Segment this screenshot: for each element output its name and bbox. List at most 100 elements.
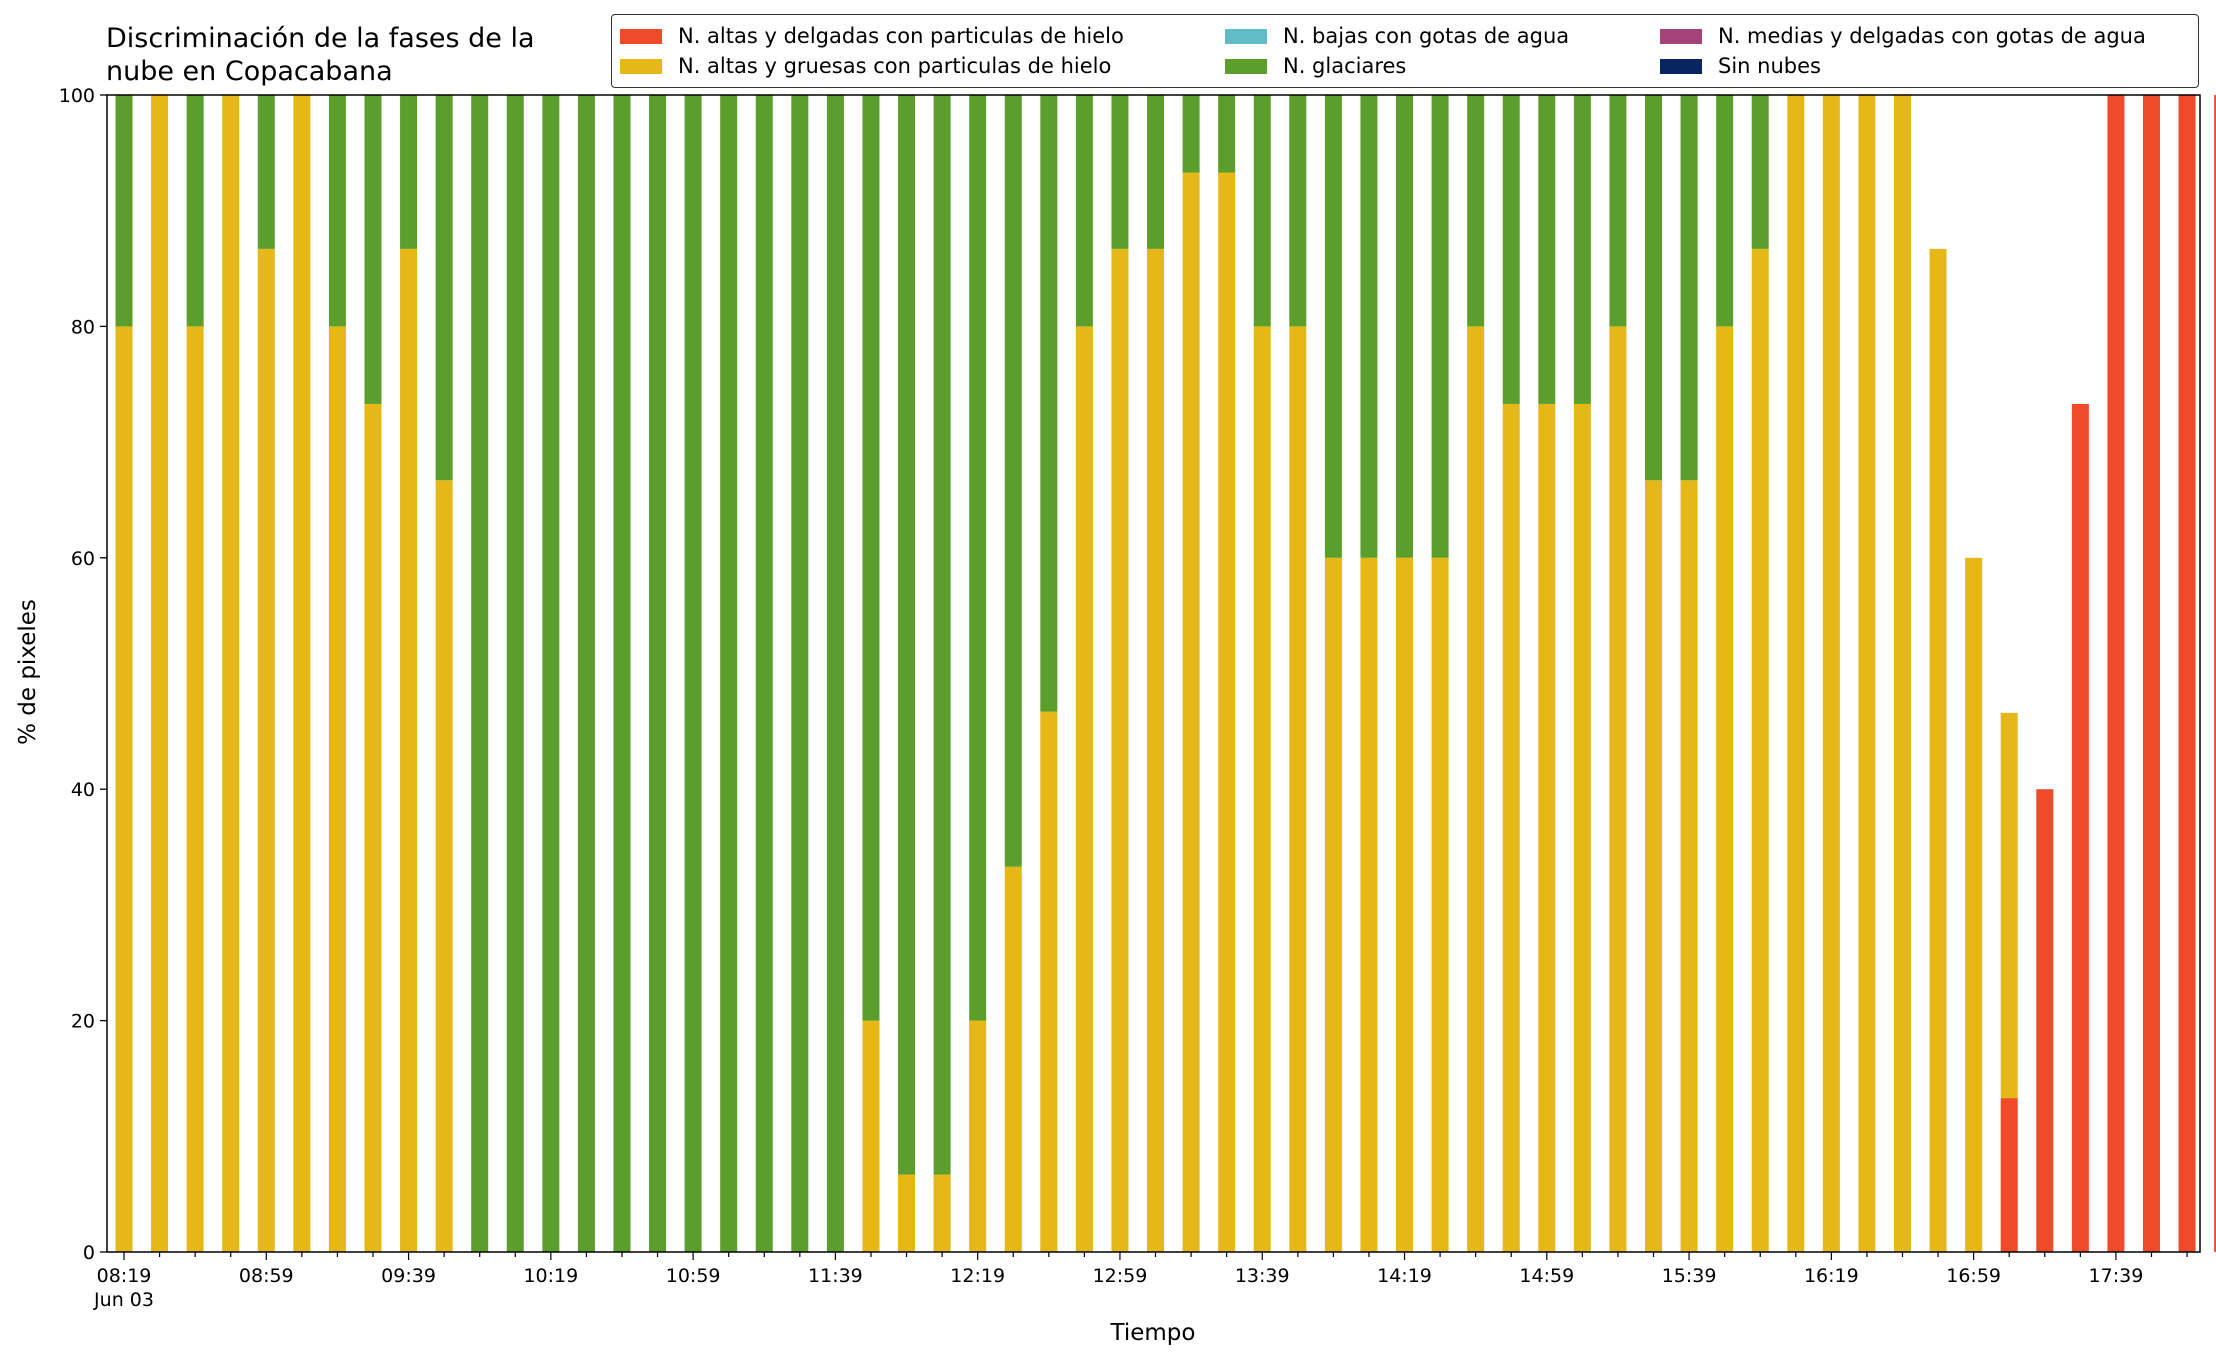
bar-segment-49-s1 (1858, 95, 1876, 1252)
plot-frame (106, 94, 2201, 1253)
bar-segment-13-s3 (577, 95, 595, 1252)
bar-segment-43-s3 (1645, 95, 1663, 481)
bar-segment-31-s3 (1218, 95, 1236, 173)
bar-segment-20-s3 (826, 95, 844, 1252)
bar-segment-29-s1 (1147, 248, 1165, 1252)
x-tick-label-4: 10:59 (666, 1265, 721, 1287)
chart-title: Discriminación de la fases de la nube en… (106, 23, 535, 87)
bar-segment-35-s3 (1360, 95, 1378, 558)
bar-segment-6-s1 (328, 326, 346, 1252)
bar-segment-3-s1 (222, 95, 240, 1252)
bar-segment-34-s3 (1324, 95, 1342, 558)
bar-segment-36-s1 (1396, 557, 1414, 1252)
bar-segment-59-s0 (2214, 95, 2216, 1252)
bar-segment-56-s0 (2107, 95, 2125, 1252)
legend-swatch-0 (620, 28, 662, 44)
x-tick-label-14: 17:39 (2089, 1265, 2144, 1287)
bar-segment-58-s0 (2178, 95, 2196, 1252)
bar-segment-16-s3 (684, 95, 702, 1252)
bar-segment-37-s3 (1431, 95, 1449, 558)
x-tick-label-13: 16:59 (1946, 1265, 2001, 1287)
bar-segment-27-s1 (1075, 326, 1093, 1252)
y-tick-label-100: 100 (59, 85, 95, 107)
bar-segment-23-s3 (933, 95, 951, 1175)
legend-swatch-1 (620, 58, 662, 74)
x-tick-label-3: 10:19 (523, 1265, 578, 1287)
legend-label-0: N. altas y delgadas con particulas de hi… (678, 24, 1124, 48)
legend-label-2: N. bajas con gotas de agua (1283, 24, 1570, 48)
bar-segment-40-s3 (1538, 95, 1556, 404)
y-tick-label-20: 20 (71, 1011, 95, 1033)
bar-segment-30-s3 (1182, 95, 1200, 173)
bar-segment-40-s1 (1538, 403, 1556, 1252)
bar-segment-47-s1 (1787, 95, 1805, 1252)
bar-segment-21-s1 (862, 1020, 880, 1252)
bar-segment-14-s3 (613, 95, 631, 1252)
bar-segment-32-s3 (1253, 95, 1271, 327)
x-tick-label-11: 15:39 (1662, 1265, 1717, 1287)
legend-swatch-5 (1660, 58, 1702, 74)
legend-item-2: N. bajas con gotas de agua (1225, 23, 1569, 49)
bar-segment-30-s1 (1182, 172, 1200, 1252)
bar-segment-50-s1 (1894, 95, 1911, 1252)
bar-segment-39-s1 (1502, 403, 1520, 1252)
x-tick-label-10: 14:59 (1519, 1265, 1574, 1287)
bar-segment-32-s1 (1253, 326, 1271, 1252)
bar-segment-26-s1 (1040, 711, 1058, 1252)
y-tick-label-80: 80 (71, 316, 95, 338)
bar-segment-8-s1 (400, 248, 418, 1252)
bar-segment-46-s1 (1751, 248, 1769, 1252)
bar-segment-12-s3 (542, 95, 560, 1252)
bar-segment-33-s1 (1289, 326, 1307, 1252)
legend-label-4: N. medias y delgadas con gotas de agua (1718, 24, 2146, 48)
x-tick-label-12: 16:19 (1804, 1265, 1859, 1287)
x-tick-label-9: 14:19 (1377, 1265, 1432, 1287)
bar-segment-44-s1 (1680, 480, 1698, 1252)
bar-segment-41-s1 (1573, 403, 1591, 1252)
axes-group: 0 20 40 60 80 100 08:19 08:59 09:39 10:19 10:59 11:… (59, 85, 2201, 1311)
legend-swatch-2 (1225, 28, 1267, 44)
bar-segment-2-s1 (186, 326, 204, 1252)
y-tick-label-0: 0 (83, 1242, 95, 1264)
bar-segment-24-s3 (969, 95, 987, 1021)
legend-label-1: N. altas y gruesas con particulas de hie… (678, 54, 1112, 78)
bar-segment-46-s3 (1751, 95, 1769, 249)
bars-group (115, 95, 2216, 1252)
bar-segment-27-s3 (1075, 95, 1093, 327)
x-tick-label-1: 08:59 (239, 1265, 294, 1287)
bar-segment-41-s3 (1573, 95, 1591, 404)
bar-segment-18-s3 (755, 95, 773, 1252)
x-tick-label-7: 12:59 (1093, 1265, 1148, 1287)
bar-segment-9-s3 (435, 95, 453, 481)
bar-segment-48-s1 (1822, 95, 1840, 1252)
bar-segment-4-s1 (257, 248, 275, 1252)
legend-item-3: N. glaciares (1225, 53, 1406, 79)
bar-segment-55-s0 (2071, 403, 2089, 1252)
bar-segment-38-s3 (1467, 95, 1485, 327)
bar-segment-17-s3 (720, 95, 738, 1252)
bar-segment-54-s0 (2036, 789, 2054, 1252)
bar-segment-11-s3 (506, 95, 524, 1252)
legend-item-1: N. altas y gruesas con particulas de hie… (620, 53, 1111, 79)
x-tick-label-2: 09:39 (381, 1265, 436, 1287)
bar-segment-36-s3 (1396, 95, 1414, 558)
bar-segment-4-s3 (257, 95, 275, 249)
legend-item-0: N. altas y delgadas con particulas de hi… (620, 23, 1124, 49)
bar-segment-52-s1 (1965, 557, 1983, 1252)
bar-segment-51-s1 (1929, 248, 1947, 1252)
bar-segment-25-s3 (1004, 95, 1022, 867)
legend-label-5: Sin nubes (1718, 54, 1821, 78)
bar-segment-34-s1 (1324, 557, 1342, 1252)
bar-segment-0-s1 (115, 326, 133, 1252)
bar-segment-35-s1 (1360, 557, 1378, 1252)
bar-segment-19-s3 (791, 95, 809, 1252)
bar-segment-57-s0 (2142, 95, 2160, 1252)
y-axis-label: % de pixeles (15, 599, 41, 745)
bar-segment-33-s3 (1289, 95, 1307, 327)
bar-segment-5-s1 (293, 95, 311, 1252)
bar-segment-44-s3 (1680, 95, 1698, 481)
bar-segment-24-s1 (969, 1020, 987, 1252)
bar-segment-15-s3 (649, 95, 667, 1252)
x-tick-label-0: 08:19 (97, 1265, 152, 1287)
